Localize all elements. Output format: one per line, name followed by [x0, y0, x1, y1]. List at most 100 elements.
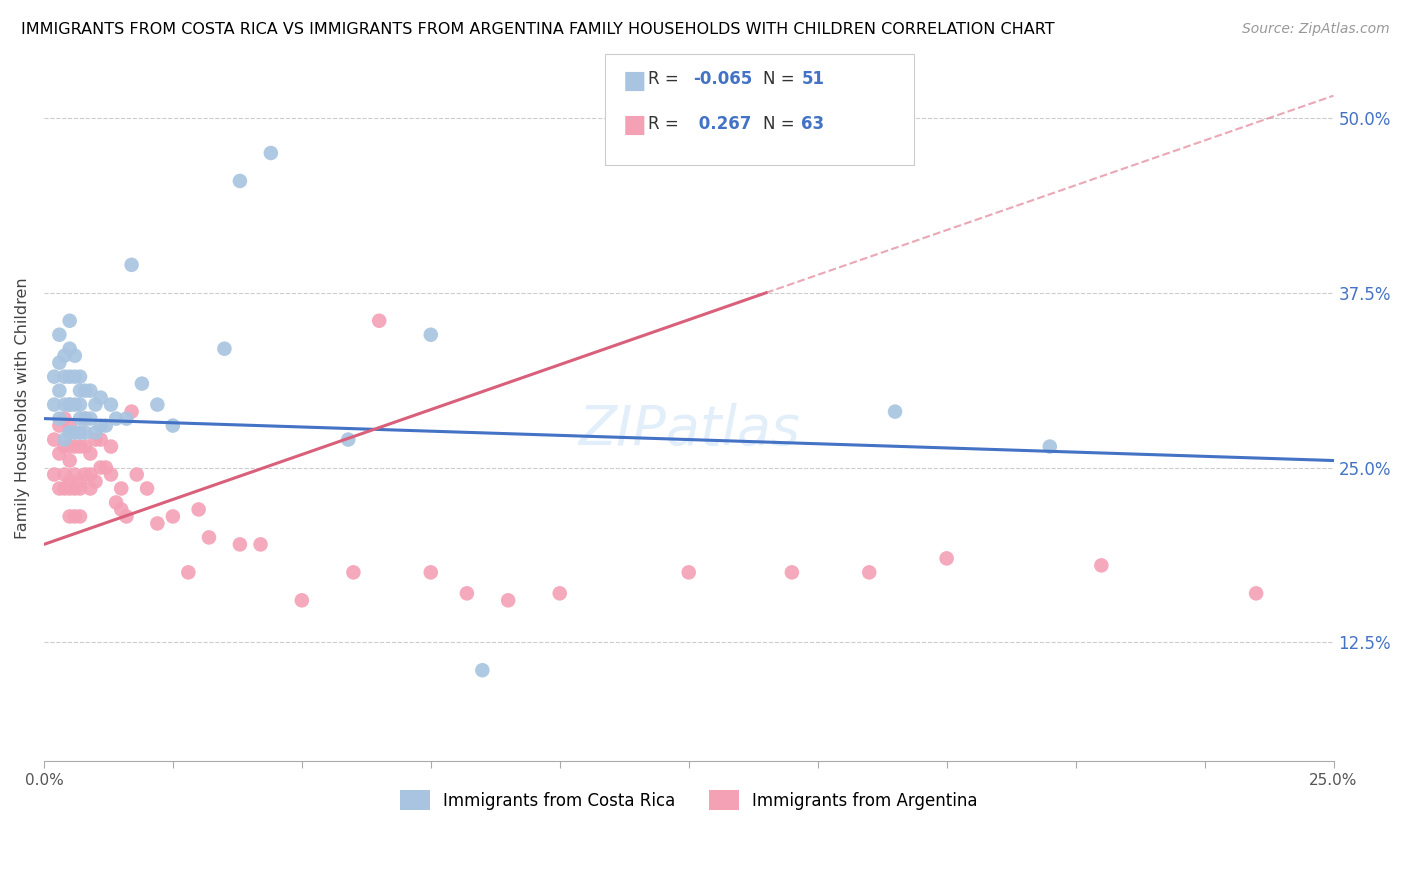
Point — [121, 258, 143, 272]
Point — [59, 509, 82, 524]
Point — [884, 404, 907, 418]
Point — [69, 411, 91, 425]
Point — [75, 425, 97, 440]
Text: R =: R = — [648, 70, 679, 88]
Point — [1244, 586, 1267, 600]
Legend: Immigrants from Costa Rica, Immigrants from Argentina: Immigrants from Costa Rica, Immigrants f… — [394, 784, 984, 816]
Point — [471, 663, 494, 677]
Point — [44, 369, 66, 384]
Point — [110, 502, 132, 516]
Point — [63, 425, 86, 440]
Point — [53, 369, 76, 384]
Text: ■: ■ — [623, 69, 647, 93]
Point — [858, 566, 880, 580]
Point — [187, 502, 209, 516]
Point — [75, 411, 97, 425]
Point — [59, 418, 82, 433]
Point — [69, 384, 91, 398]
Point — [84, 475, 107, 489]
Point — [48, 446, 70, 460]
Point — [69, 482, 91, 496]
Point — [419, 566, 441, 580]
Point — [90, 391, 112, 405]
Point — [79, 411, 101, 425]
Point — [69, 369, 91, 384]
Point — [162, 418, 184, 433]
Point — [75, 411, 97, 425]
Point — [90, 418, 112, 433]
Point — [496, 593, 519, 607]
Point — [337, 433, 360, 447]
Point — [75, 384, 97, 398]
Text: ZIPatlas: ZIPatlas — [578, 403, 800, 456]
Point — [69, 425, 91, 440]
Point — [53, 433, 76, 447]
Point — [94, 418, 117, 433]
Text: 51: 51 — [801, 70, 824, 88]
Point — [63, 349, 86, 363]
Point — [44, 433, 66, 447]
Point — [548, 586, 571, 600]
Point — [69, 440, 91, 454]
Text: IMMIGRANTS FROM COSTA RICA VS IMMIGRANTS FROM ARGENTINA FAMILY HOUSEHOLDS WITH C: IMMIGRANTS FROM COSTA RICA VS IMMIGRANTS… — [21, 22, 1054, 37]
Point — [75, 440, 97, 454]
Point — [75, 467, 97, 482]
Point — [105, 411, 128, 425]
Point — [198, 530, 221, 544]
Point — [1039, 440, 1062, 454]
Point — [69, 509, 91, 524]
Point — [79, 467, 101, 482]
Point — [48, 482, 70, 496]
Point — [59, 369, 82, 384]
Point — [342, 566, 364, 580]
Point — [59, 398, 82, 412]
Point — [125, 467, 148, 482]
Point — [214, 342, 236, 356]
Point — [59, 453, 82, 467]
Point — [59, 482, 82, 496]
Point — [780, 566, 803, 580]
Point — [69, 398, 91, 412]
Point — [177, 566, 200, 580]
Text: 0.267: 0.267 — [693, 115, 752, 133]
Point — [79, 446, 101, 460]
Text: R =: R = — [648, 115, 679, 133]
Point — [53, 467, 76, 482]
Point — [100, 398, 122, 412]
Point — [84, 433, 107, 447]
Point — [59, 398, 82, 412]
Point — [249, 537, 271, 551]
Point — [48, 384, 70, 398]
Point — [368, 314, 391, 328]
Point — [90, 460, 112, 475]
Point — [131, 376, 153, 391]
Point — [63, 509, 86, 524]
Point — [63, 440, 86, 454]
Point — [79, 384, 101, 398]
Point — [48, 356, 70, 370]
Point — [53, 398, 76, 412]
Point — [94, 460, 117, 475]
Point — [63, 369, 86, 384]
Point — [90, 433, 112, 447]
Point — [59, 342, 82, 356]
Point — [59, 314, 82, 328]
Point — [115, 411, 138, 425]
Text: N =: N = — [763, 70, 794, 88]
Text: Source: ZipAtlas.com: Source: ZipAtlas.com — [1241, 22, 1389, 37]
Text: 63: 63 — [801, 115, 824, 133]
Point — [678, 566, 700, 580]
Point — [63, 482, 86, 496]
Point — [79, 482, 101, 496]
Point — [69, 475, 91, 489]
Text: N =: N = — [763, 115, 794, 133]
Point — [48, 411, 70, 425]
Point — [229, 537, 252, 551]
Point — [291, 593, 314, 607]
Point — [44, 398, 66, 412]
Point — [59, 440, 82, 454]
Point — [59, 425, 82, 440]
Point — [53, 349, 76, 363]
Point — [136, 482, 159, 496]
Text: -0.065: -0.065 — [693, 70, 752, 88]
